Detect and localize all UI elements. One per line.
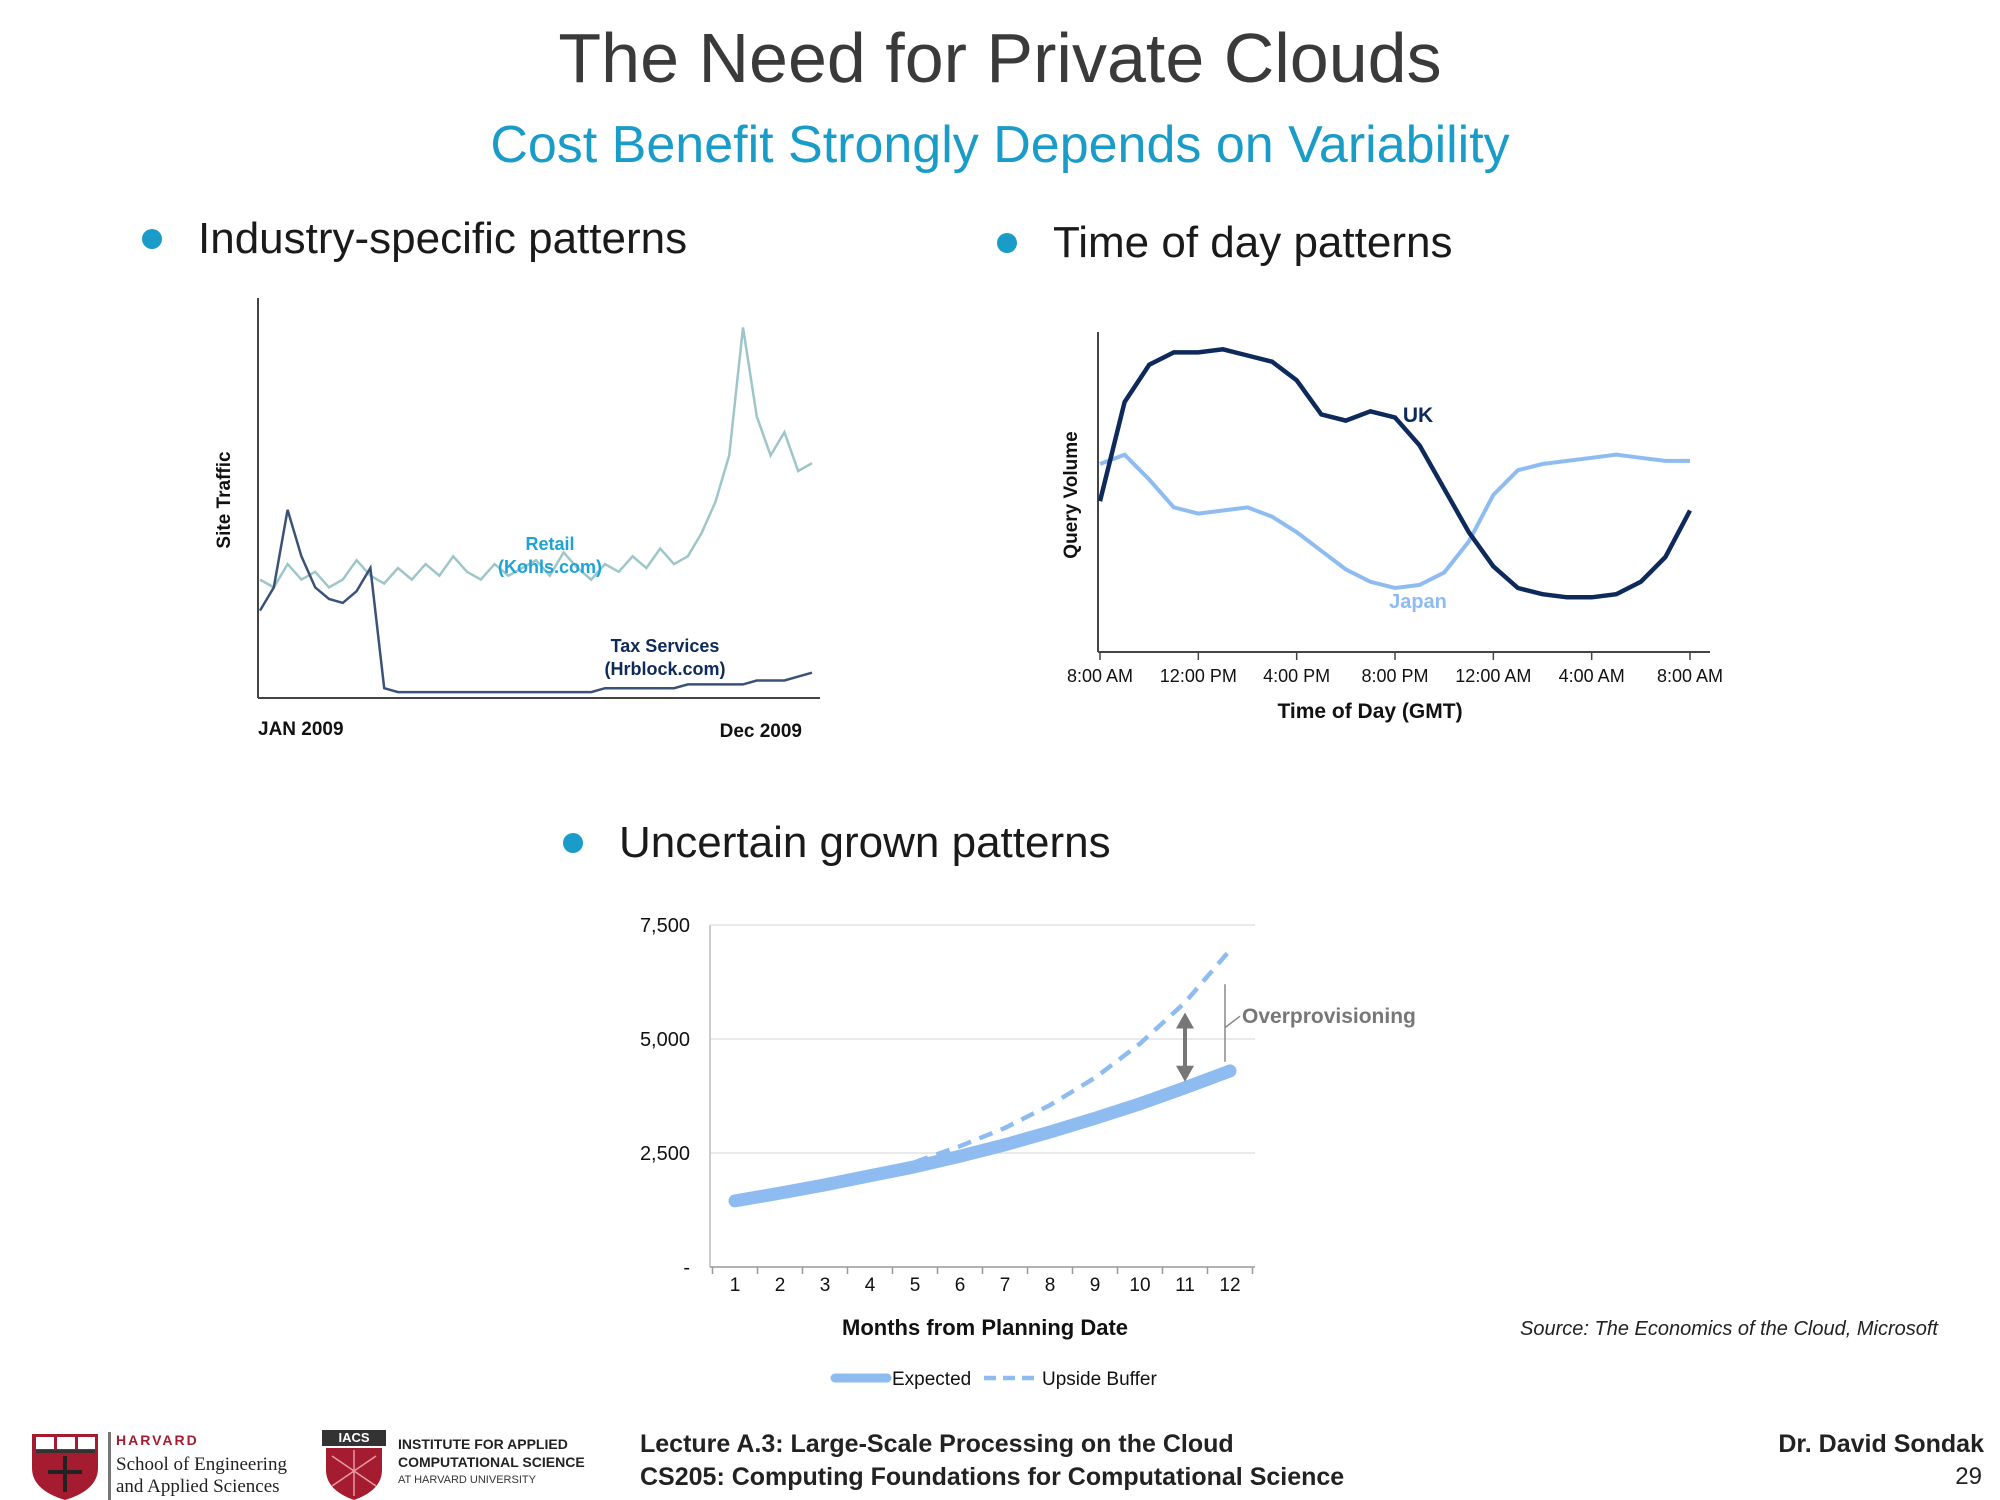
bullet-text: Time of day patterns xyxy=(1053,218,1453,267)
bullet-text: Uncertain grown patterns xyxy=(619,818,1111,867)
overprovisioning-annotation: Overprovisioning xyxy=(1242,1005,1416,1028)
x-tick-label: 4:00 PM xyxy=(1263,666,1330,686)
series-label-japan: Japan xyxy=(1389,591,1447,613)
x-tick-label: 9 xyxy=(1090,1275,1101,1296)
bullet-industry: Industry-specific patterns xyxy=(142,214,687,264)
series-line-tax-services xyxy=(258,509,813,694)
series-label-uk: UK xyxy=(1403,404,1433,427)
series-line-uk xyxy=(1097,347,1692,600)
bullet-dot-icon xyxy=(142,229,162,249)
series-label-tax-line1: Tax Services xyxy=(611,636,720,656)
x-tick-label: JAN 2009 xyxy=(258,719,344,740)
harvard-label: HARVARD xyxy=(116,1432,199,1448)
author-name: Dr. David Sondak xyxy=(1778,1430,1984,1458)
series-line-expected xyxy=(728,1064,1237,1208)
x-tick-label: 12 xyxy=(1219,1275,1240,1296)
iacs-line1: INSTITUTE FOR APPLIED xyxy=(398,1436,568,1452)
x-tick-label: 4:00 AM xyxy=(1559,666,1625,686)
y-tick-label: - xyxy=(683,1257,690,1279)
x-tick-label: 8:00 AM xyxy=(1657,666,1723,686)
industry-chart: Site Traffic Retail (Kohls.com) Tax Serv… xyxy=(214,298,820,742)
x-tick-label: 8:00 AM xyxy=(1067,666,1133,686)
seas-line1: School of Engineering xyxy=(116,1454,287,1475)
x-tick-label: 12:00 PM xyxy=(1160,666,1237,686)
chart-legend: Expected Upside Buffer xyxy=(830,1369,1157,1390)
x-tick-label: 8:00 PM xyxy=(1361,666,1428,686)
x-tick-label: 10 xyxy=(1129,1275,1150,1296)
overprovisioning-arrow-icon xyxy=(1176,1012,1194,1082)
x-tick-label: 6 xyxy=(955,1275,966,1296)
time-of-day-chart: Query Volume UK Japan 8:00 AM 12:00 PM 4… xyxy=(1061,332,1723,723)
bullet-uncertain-growth: Uncertain grown patterns xyxy=(563,818,1111,868)
iacs-shield-icon xyxy=(322,1430,386,1500)
y-tick-label: 2,500 xyxy=(640,1143,690,1165)
series-label-tax-line2: (Hrblock.com) xyxy=(604,659,725,679)
harvard-shield-icon xyxy=(32,1434,98,1500)
series-line-retail xyxy=(259,327,813,590)
x-tick-label: 3 xyxy=(820,1275,831,1296)
series-label-retail-line2: (Kohls.com) xyxy=(498,557,602,577)
x-tick-label: 12:00 AM xyxy=(1455,666,1531,686)
y-tick-label: 7,500 xyxy=(640,915,690,937)
x-axis-label: Months from Planning Date xyxy=(842,1315,1128,1340)
source-citation: Source: The Economics of the Cloud, Micr… xyxy=(1520,1318,1938,1340)
y-tick-label: 5,000 xyxy=(640,1029,690,1051)
logo-divider xyxy=(108,1432,111,1500)
seas-line2: and Applied Sciences xyxy=(116,1476,280,1497)
series-line-upside-buffer xyxy=(734,948,1232,1204)
annotation-leader-line xyxy=(1224,1015,1241,1029)
growth-chart: - 2,500 5,000 7,500 Overprovisioning 1 2… xyxy=(640,915,1416,1390)
iacs-line2: COMPUTATIONAL SCIENCE xyxy=(398,1454,585,1470)
slide-title: The Need for Private Clouds xyxy=(558,19,1442,97)
x-tick-label: 7 xyxy=(1000,1275,1011,1296)
x-tick-label: 5 xyxy=(910,1275,921,1296)
slide-subtitle: Cost Benefit Strongly Depends on Variabi… xyxy=(490,116,1510,174)
y-axis-label: Query Volume xyxy=(1061,431,1082,558)
x-tick-label: 1 xyxy=(730,1275,741,1296)
x-tick-label: 2 xyxy=(775,1275,786,1296)
lecture-title: Lecture A.3: Large-Scale Processing on t… xyxy=(640,1430,1234,1458)
x-axis-label: Time of Day (GMT) xyxy=(1277,700,1462,723)
x-tick-label: 8 xyxy=(1045,1275,1056,1296)
series-line-japan xyxy=(1099,452,1690,591)
series-label-retail-line1: Retail xyxy=(525,534,574,554)
y-axis-label: Site Traffic xyxy=(214,451,235,549)
page-number: 29 xyxy=(1955,1463,1982,1490)
legend-label-upside-buffer: Upside Buffer xyxy=(1042,1369,1157,1390)
iacs-line3: AT HARVARD UNIVERSITY xyxy=(398,1474,536,1486)
bullet-text: Industry-specific patterns xyxy=(198,214,688,263)
x-tick-label: 4 xyxy=(865,1275,876,1296)
bullet-dot-icon xyxy=(997,233,1017,253)
bullet-time-of-day: Time of day patterns xyxy=(997,218,1452,268)
harvard-seas-logo: HARVARD School of Engineering and Applie… xyxy=(28,1432,298,1500)
iacs-logo: IACS INSTITUTE FOR APPLIED COMPUTATIONAL… xyxy=(322,1430,602,1500)
x-tick-label: Dec 2009 xyxy=(720,721,802,742)
course-title: CS205: Computing Foundations for Computa… xyxy=(640,1463,1345,1491)
iacs-badge: IACS xyxy=(338,1430,370,1445)
legend-label-expected: Expected xyxy=(892,1369,971,1390)
bullet-dot-icon xyxy=(563,833,583,853)
x-tick-label: 11 xyxy=(1175,1275,1195,1296)
